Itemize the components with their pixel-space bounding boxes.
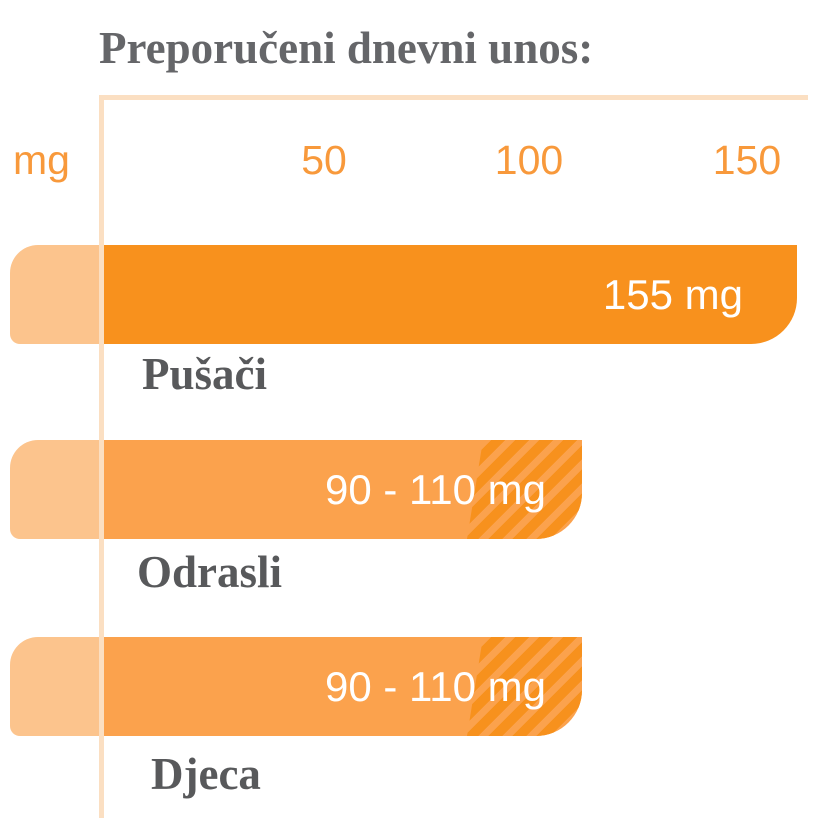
axis-top-line bbox=[100, 95, 808, 100]
x-tick-50: 50 bbox=[301, 137, 347, 183]
axis-vertical-line bbox=[99, 95, 104, 818]
bar-djeca: 90 - 110 mg bbox=[104, 637, 582, 736]
bar-cap-djeca bbox=[10, 637, 99, 736]
category-label-odrasli: Odrasli bbox=[137, 547, 283, 597]
bar-value-pusaci: 155 mg bbox=[602, 270, 743, 318]
x-tick-150: 150 bbox=[712, 137, 782, 183]
x-tick-100: 100 bbox=[494, 137, 564, 183]
bar-value-djeca: 90 - 110 mg bbox=[324, 662, 546, 710]
bar-value-odrasli: 90 - 110 mg bbox=[324, 465, 546, 513]
bar-pusaci: 155 mg bbox=[104, 245, 797, 344]
bar-odrasli: 90 - 110 mg bbox=[104, 440, 582, 539]
bar-cap-pusaci bbox=[10, 245, 99, 344]
bar-cap-odrasli bbox=[10, 440, 99, 539]
axis-unit-label: mg bbox=[13, 137, 70, 183]
range-hatch-djeca bbox=[467, 637, 582, 736]
chart-title: Preporučeni dnevni unos: bbox=[99, 23, 594, 73]
range-hatch-odrasli bbox=[467, 440, 582, 539]
category-label-pusaci: Pušači bbox=[142, 349, 268, 399]
category-label-djeca: Djeca bbox=[151, 749, 261, 799]
